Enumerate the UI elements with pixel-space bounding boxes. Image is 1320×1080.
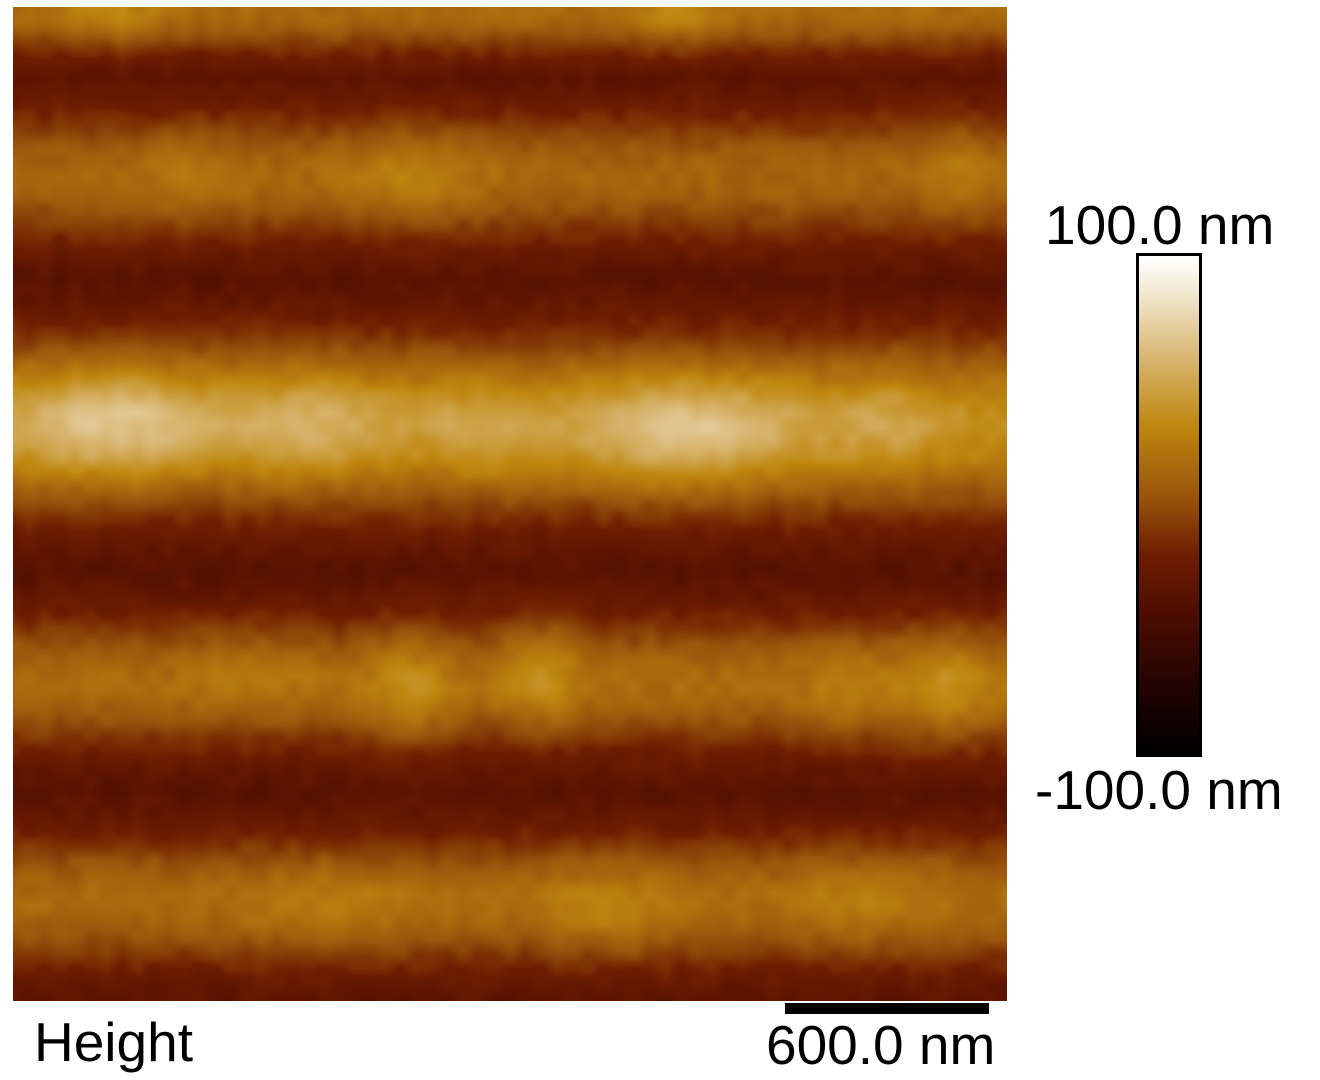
- scale-bar: [785, 1003, 989, 1014]
- color-scale-bar: [1136, 253, 1202, 757]
- color-scale-min-label: -100.0 nm: [1035, 759, 1283, 821]
- color-scale-max-label: 100.0 nm: [1045, 194, 1275, 256]
- channel-label: Height: [34, 1011, 193, 1073]
- scale-bar-label: 600.0 nm: [766, 1014, 996, 1076]
- afm-height-image: [13, 7, 1007, 1001]
